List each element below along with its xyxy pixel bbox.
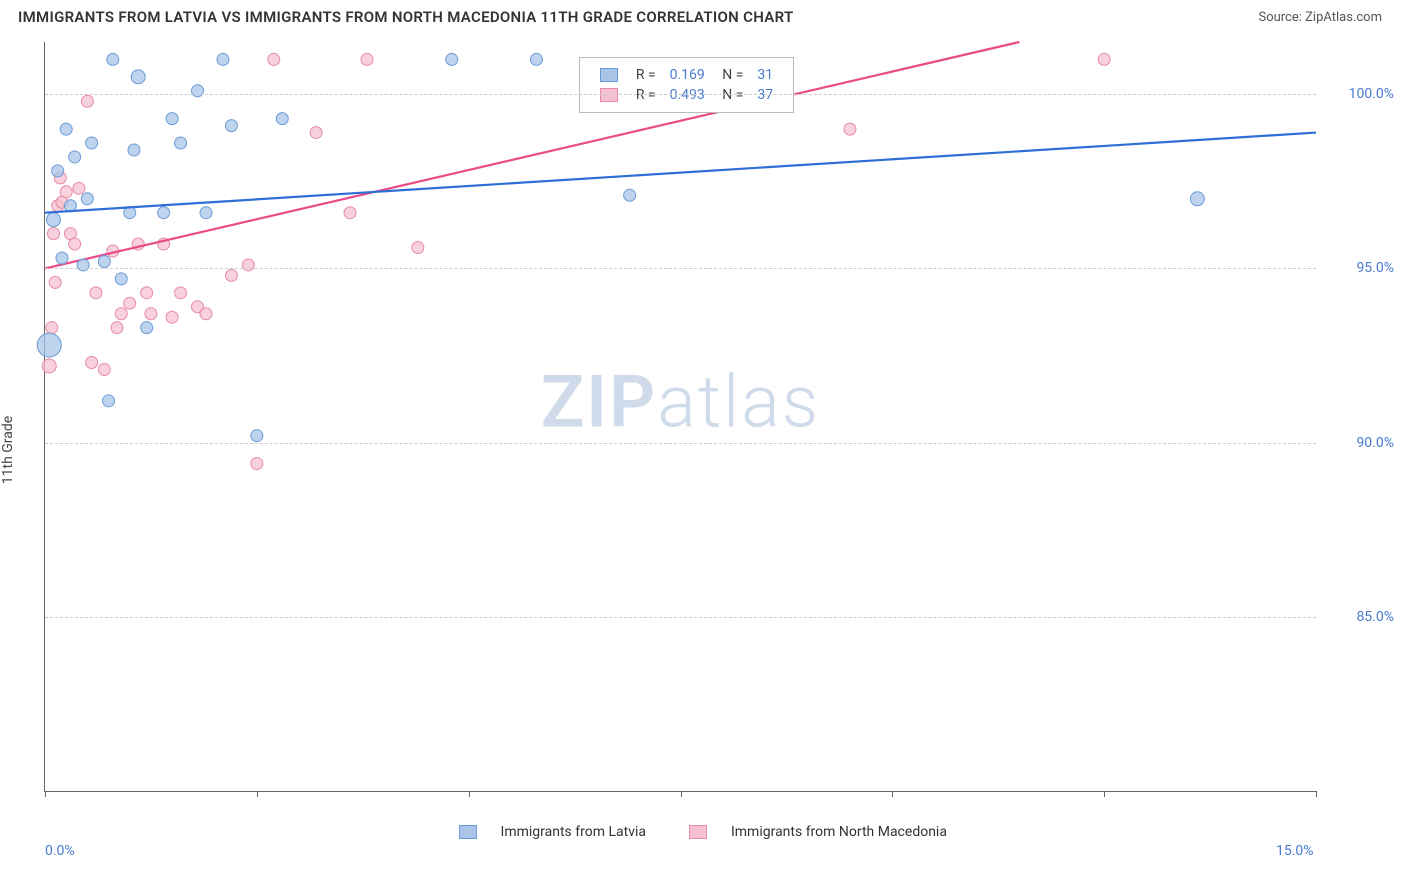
data-point bbox=[310, 127, 322, 139]
data-point bbox=[446, 53, 458, 65]
data-point bbox=[86, 137, 98, 149]
y-tick-label: 85.0% bbox=[1356, 609, 1394, 625]
latvia-legend-swatch bbox=[459, 825, 477, 839]
chart-title: IMMIGRANTS FROM LATVIA VS IMMIGRANTS FRO… bbox=[18, 8, 793, 26]
plot-area: ZIPatlas R = 0.169 N = 31 R = 0.493 N = … bbox=[44, 42, 1316, 792]
data-point bbox=[81, 193, 93, 205]
data-point bbox=[166, 113, 178, 125]
data-point bbox=[175, 137, 187, 149]
y-axis-label: 11th Grade bbox=[0, 416, 16, 484]
data-point bbox=[251, 430, 263, 442]
data-point bbox=[60, 186, 72, 198]
data-point bbox=[49, 276, 61, 288]
data-point bbox=[141, 287, 153, 299]
data-point bbox=[46, 322, 58, 334]
y-tick-label: 95.0% bbox=[1356, 260, 1394, 276]
data-point bbox=[86, 357, 98, 369]
data-point bbox=[98, 363, 110, 375]
latvia-n-value: 31 bbox=[751, 66, 779, 84]
trend-line bbox=[45, 133, 1316, 213]
data-point bbox=[268, 53, 280, 65]
data-point bbox=[47, 228, 59, 240]
data-point bbox=[124, 297, 136, 309]
data-point bbox=[1190, 192, 1204, 206]
data-point bbox=[530, 53, 542, 65]
data-point bbox=[128, 144, 140, 156]
data-point bbox=[344, 207, 356, 219]
data-point bbox=[225, 120, 237, 132]
x-tick-label: 15.0% bbox=[1276, 843, 1314, 859]
correlation-legend: R = 0.169 N = 31 R = 0.493 N = 37 bbox=[579, 57, 794, 113]
source-label: Source: ZipAtlas.com bbox=[1258, 10, 1382, 25]
latvia-swatch bbox=[600, 68, 618, 82]
data-point bbox=[69, 238, 81, 250]
plot-svg bbox=[45, 42, 1316, 791]
data-point bbox=[73, 182, 85, 194]
data-point bbox=[276, 113, 288, 125]
data-point bbox=[141, 322, 153, 334]
data-point bbox=[52, 165, 64, 177]
macedonia-swatch bbox=[600, 88, 618, 102]
data-point bbox=[131, 70, 145, 84]
latvia-r-value: 0.169 bbox=[664, 66, 711, 84]
data-point bbox=[115, 273, 127, 285]
data-point bbox=[166, 311, 178, 323]
data-point bbox=[60, 123, 72, 135]
data-point bbox=[115, 308, 127, 320]
x-tick-label: 0.0% bbox=[45, 843, 75, 859]
data-point bbox=[81, 95, 93, 107]
data-point bbox=[145, 308, 157, 320]
data-point bbox=[200, 308, 212, 320]
latvia-legend-label: Immigrants from Latvia bbox=[501, 824, 646, 840]
data-point bbox=[412, 242, 424, 254]
data-point bbox=[624, 189, 636, 201]
data-point bbox=[90, 287, 102, 299]
data-point bbox=[225, 269, 237, 281]
data-point bbox=[107, 53, 119, 65]
data-point bbox=[111, 322, 123, 334]
data-point bbox=[56, 252, 68, 264]
trend-line bbox=[45, 42, 1019, 268]
bottom-legend: Immigrants from Latvia Immigrants from N… bbox=[0, 824, 1406, 840]
data-point bbox=[1098, 53, 1110, 65]
y-tick-label: 90.0% bbox=[1356, 435, 1394, 451]
data-point bbox=[217, 53, 229, 65]
data-point bbox=[251, 458, 263, 470]
data-point bbox=[158, 207, 170, 219]
data-point bbox=[98, 255, 110, 267]
data-point bbox=[46, 213, 60, 227]
y-tick-label: 100.0% bbox=[1349, 86, 1394, 102]
chart-container: 11th Grade ZIPatlas R = 0.169 N = 31 R =… bbox=[0, 32, 1406, 852]
macedonia-legend-swatch bbox=[689, 825, 707, 839]
data-point bbox=[69, 151, 81, 163]
data-point bbox=[844, 123, 856, 135]
data-point bbox=[42, 359, 56, 373]
data-point bbox=[200, 207, 212, 219]
data-point bbox=[103, 395, 115, 407]
macedonia-legend-label: Immigrants from North Macedonia bbox=[731, 824, 947, 840]
data-point bbox=[175, 287, 187, 299]
data-point bbox=[361, 53, 373, 65]
data-point bbox=[37, 333, 61, 357]
